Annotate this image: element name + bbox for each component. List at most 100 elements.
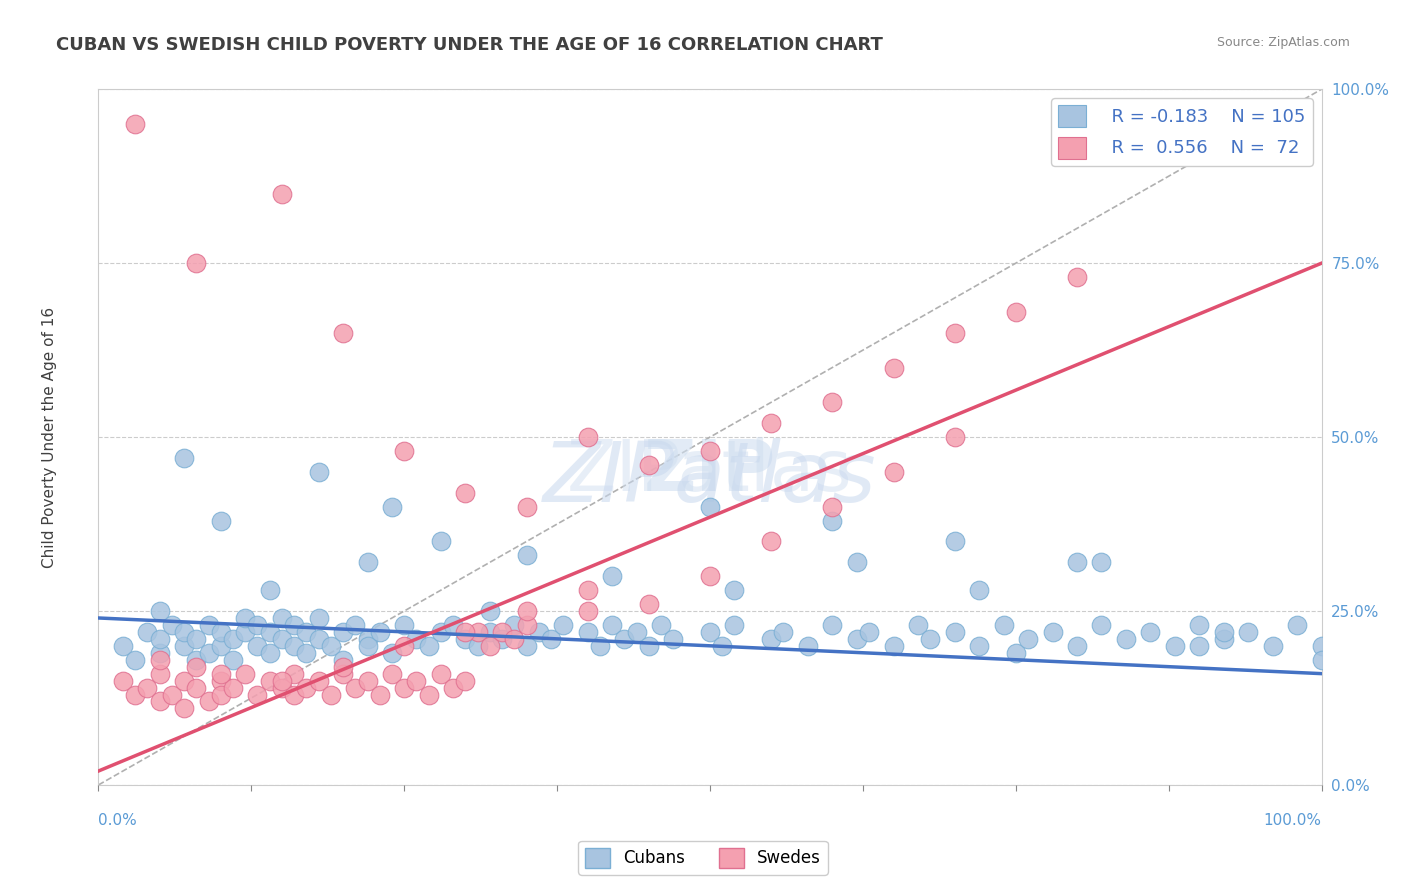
Point [308,465,330,479]
Point [160,688,183,702]
Point [392,681,416,695]
Point [527,624,550,639]
Point [516,618,538,632]
Point [883,360,905,375]
Point [907,618,929,632]
Point [295,646,318,660]
Point [441,681,464,695]
Point [920,632,942,646]
Point [173,624,195,639]
Text: ZIPatlas: ZIPatlas [567,437,853,507]
Point [662,632,685,646]
Point [124,653,146,667]
Point [1066,270,1088,285]
Point [845,555,868,569]
Point [186,256,208,270]
Point [209,514,232,528]
Point [160,618,183,632]
Legend: Cubans, Swedes: Cubans, Swedes [578,841,828,875]
Point [259,646,281,660]
Text: 100.0%: 100.0% [1264,814,1322,828]
Point [405,673,427,688]
Point [1004,305,1026,319]
Text: CUBAN VS SWEDISH CHILD POVERTY UNDER THE AGE OF 16 CORRELATION CHART: CUBAN VS SWEDISH CHILD POVERTY UNDER THE… [56,36,883,54]
Point [638,639,661,653]
Point [270,673,294,688]
Text: ZIPatlas: ZIPatlas [543,438,877,519]
Point [186,632,208,646]
Point [576,430,599,444]
Point [356,639,378,653]
Point [503,632,526,646]
Point [209,666,232,681]
Point [467,639,489,653]
Point [699,500,721,514]
Point [516,639,538,653]
Point [883,639,905,653]
Point [344,681,367,695]
Point [197,618,219,632]
Point [576,583,599,598]
Point [246,688,269,702]
Point [392,618,416,632]
Point [319,688,342,702]
Point [821,500,844,514]
Point [711,639,734,653]
Point [233,624,256,639]
Point [821,618,844,632]
Point [430,666,453,681]
Point [797,639,820,653]
Point [308,611,330,625]
Point [1139,624,1161,639]
Point [149,666,172,681]
Point [772,624,794,639]
Point [332,659,354,673]
Point [821,514,844,528]
Point [173,701,195,715]
Point [186,653,208,667]
Point [332,624,354,639]
Point [173,639,195,653]
Point [1164,639,1187,653]
Point [356,673,378,688]
Point [405,632,427,646]
Point [454,624,477,639]
Point [283,618,305,632]
Point [1188,639,1211,653]
Point [270,611,294,625]
Point [516,604,538,618]
Point [967,583,990,598]
Point [332,326,354,340]
Point [600,569,623,583]
Point [332,653,354,667]
Point [259,673,281,688]
Point [259,583,281,598]
Point [454,632,477,646]
Point [430,624,453,639]
Point [723,618,745,632]
Point [1286,618,1309,632]
Point [967,639,990,653]
Point [540,632,562,646]
Point [600,618,623,632]
Point [761,632,783,646]
Point [173,450,195,465]
Point [1066,639,1088,653]
Point [259,624,281,639]
Point [283,666,305,681]
Point [1042,624,1064,639]
Point [270,681,294,695]
Point [650,618,672,632]
Point [553,618,575,632]
Point [1310,639,1333,653]
Text: ZIP: ZIP [644,437,776,507]
Point [1004,646,1026,660]
Point [613,632,636,646]
Point [1115,632,1137,646]
Point [699,624,721,639]
Point [699,444,721,458]
Point [381,646,404,660]
Text: Source: ZipAtlas.com: Source: ZipAtlas.com [1216,36,1350,49]
Point [149,632,172,646]
Point [1090,555,1112,569]
